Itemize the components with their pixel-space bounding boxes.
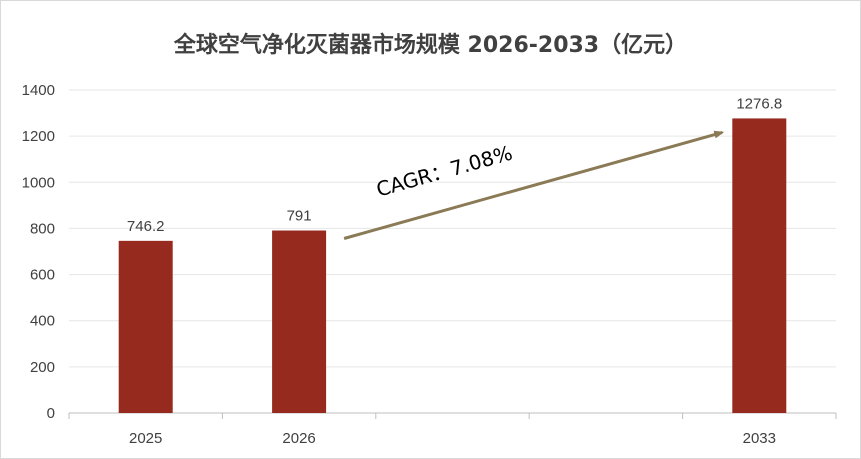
bar xyxy=(118,240,173,413)
y-tick-label: 1200 xyxy=(22,128,55,145)
bar xyxy=(272,230,327,413)
y-tick-label: 400 xyxy=(30,313,55,330)
data-label: 746.2 xyxy=(127,218,165,235)
y-tick-label: 1400 xyxy=(22,82,55,99)
y-tick-label: 1000 xyxy=(22,174,55,191)
chart-title: 全球空气净化灭菌器市场规模 2026-2033（亿元） xyxy=(173,33,688,58)
data-label: 791 xyxy=(287,208,312,225)
x-tick-label: 2033 xyxy=(743,430,776,447)
y-tick-label: 200 xyxy=(30,359,55,376)
cagr-arrow xyxy=(343,130,725,240)
data-label: 1276.8 xyxy=(736,95,782,112)
y-tick-label: 0 xyxy=(47,405,55,422)
x-tick-label: 2026 xyxy=(282,430,315,447)
y-tick-label: 800 xyxy=(30,220,55,237)
bar xyxy=(732,118,787,413)
cagr-annotation: CAGR：7.08% xyxy=(374,141,516,202)
x-tick-label: 2025 xyxy=(129,430,162,447)
y-tick-label: 600 xyxy=(30,267,55,284)
